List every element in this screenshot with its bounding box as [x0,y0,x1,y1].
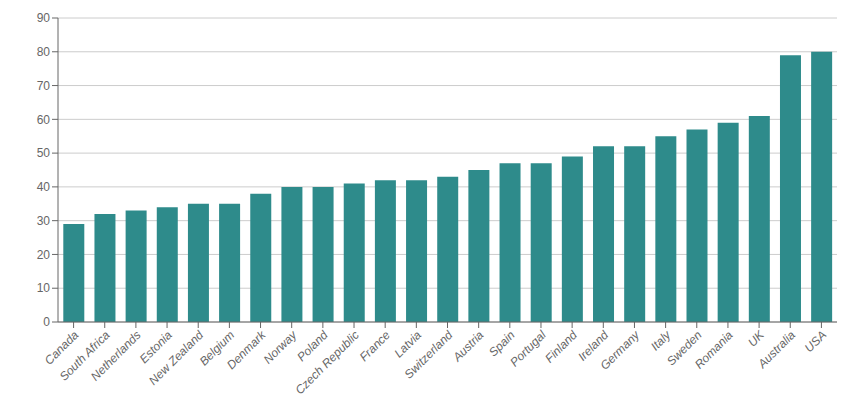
svg-text:Estonia: Estonia [136,327,175,367]
svg-text:0: 0 [43,315,50,329]
svg-text:Netherlands: Netherlands [88,328,144,384]
svg-text:South Africa: South Africa [56,327,113,384]
svg-text:90: 90 [37,11,51,25]
svg-text:Denmark: Denmark [224,327,269,372]
svg-text:70: 70 [37,79,51,93]
svg-text:France: France [357,328,394,365]
svg-text:Portugal: Portugal [507,328,549,370]
svg-text:Poland: Poland [294,327,331,365]
svg-text:USA: USA [802,328,829,355]
svg-text:Latvia: Latvia [391,327,425,361]
svg-text:Czech Republic: Czech Republic [292,328,361,397]
svg-text:30: 30 [37,214,51,228]
svg-text:Romania: Romania [692,328,736,372]
svg-text:Sweden: Sweden [664,327,705,369]
svg-text:Ireland: Ireland [575,327,612,364]
svg-text:New Zealand: New Zealand [146,327,206,388]
svg-text:Italy: Italy [648,327,674,353]
svg-text:Canada: Canada [41,327,82,368]
svg-text:60: 60 [37,113,51,127]
svg-text:20: 20 [37,248,51,262]
svg-text:Norway: Norway [261,327,300,366]
svg-text:50: 50 [37,146,51,160]
svg-text:Australia: Australia [754,328,798,372]
svg-text:Austria: Austria [449,328,486,365]
svg-text:Finland: Finland [542,328,580,366]
svg-text:80: 80 [37,45,51,59]
svg-text:40: 40 [37,180,51,194]
svg-text:Spain: Spain [486,327,518,360]
svg-text:Switzerland: Switzerland [402,328,456,382]
svg-text:Germany: Germany [597,327,643,373]
svg-text:UK: UK [745,327,767,349]
svg-text:Belgium: Belgium [196,327,238,369]
svg-text:10: 10 [37,281,51,295]
